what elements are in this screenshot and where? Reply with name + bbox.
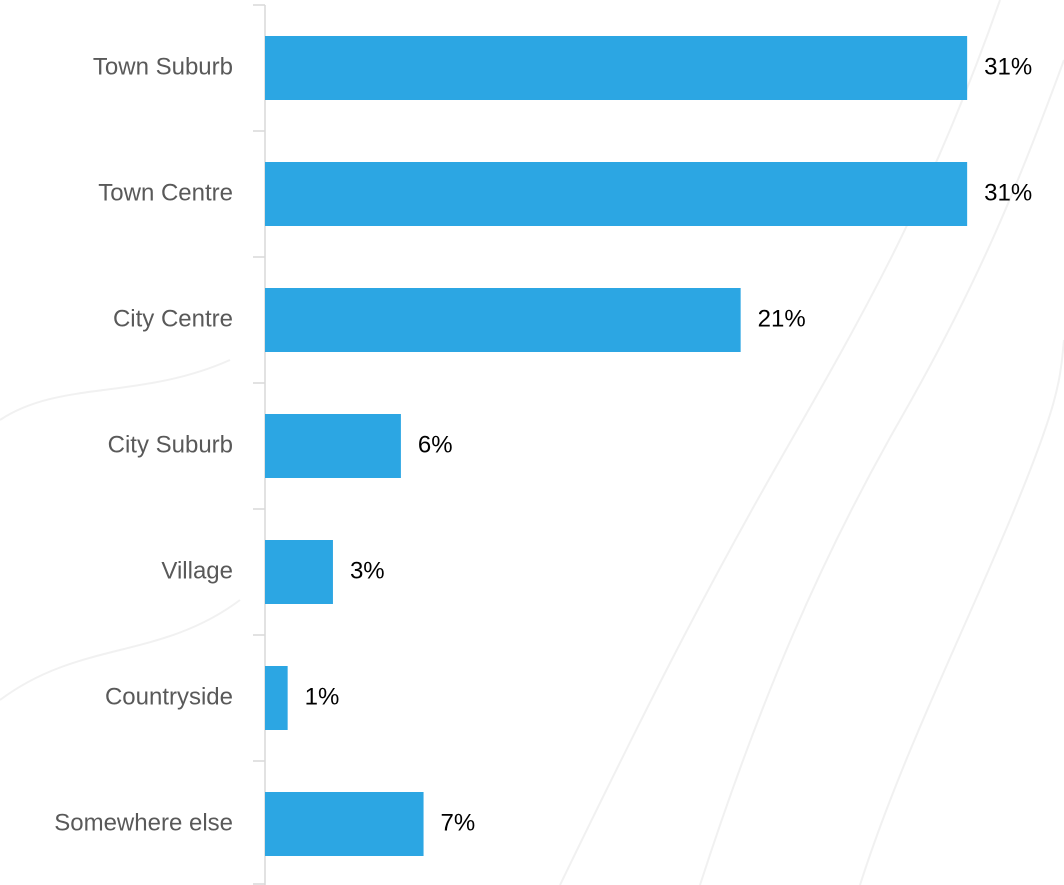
category-label: City Suburb <box>108 431 233 458</box>
category-label: Town Centre <box>98 179 233 206</box>
category-label: Somewhere else <box>54 809 233 836</box>
data-label: 21% <box>758 305 806 332</box>
bar <box>265 540 333 604</box>
bar <box>265 36 968 100</box>
bar <box>265 666 288 730</box>
data-label: 3% <box>350 557 385 584</box>
bar <box>265 288 741 352</box>
data-label: 31% <box>984 179 1032 206</box>
category-label: Town Suburb <box>93 53 233 80</box>
bar <box>265 162 968 226</box>
data-label: 7% <box>441 809 476 836</box>
bar <box>265 792 424 856</box>
category-label: Village <box>161 557 233 584</box>
bar <box>265 414 401 478</box>
category-label: City Centre <box>113 305 233 332</box>
data-label: 31% <box>984 53 1032 80</box>
category-label: Countryside <box>105 683 233 710</box>
data-label: 1% <box>305 683 340 710</box>
data-label: 6% <box>418 431 453 458</box>
